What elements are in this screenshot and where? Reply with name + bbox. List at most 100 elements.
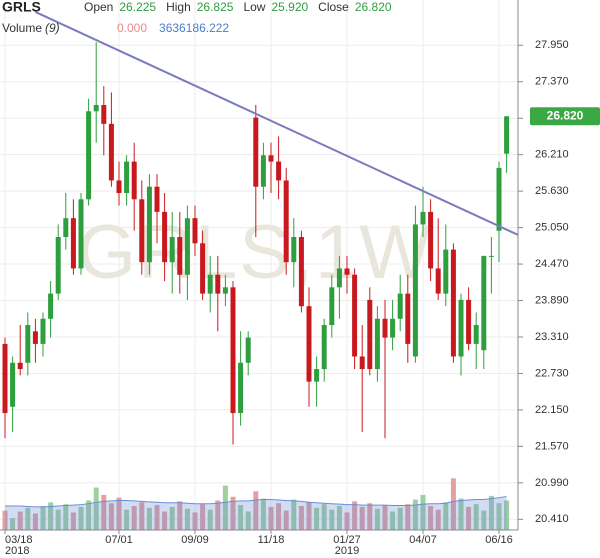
- volume-bar: [192, 512, 198, 530]
- candle-body: [124, 161, 130, 194]
- candle-body: [93, 104, 99, 112]
- candle-body: [245, 337, 251, 363]
- candle-body: [374, 318, 380, 370]
- candle-body: [298, 237, 304, 307]
- volume-bar: [466, 506, 472, 530]
- candle-body: [496, 167, 502, 231]
- candle-body: [207, 274, 213, 294]
- y-tick-label: 20.410: [535, 513, 569, 525]
- candle-body: [230, 287, 236, 414]
- candle-body: [314, 369, 320, 382]
- candle-body: [10, 362, 16, 407]
- candle-body: [116, 180, 122, 194]
- candle-body: [412, 224, 418, 357]
- volume-bar: [504, 500, 510, 530]
- axes: 20.410 20.990 21.570 22.150 22.730 23.310 23.8…: [4, 39, 569, 557]
- volume-bar: [344, 512, 350, 530]
- ohlc-label: Low: [243, 0, 265, 14]
- trendline: [34, 11, 518, 237]
- volume-bar: [268, 506, 274, 530]
- volume-bar: [230, 496, 236, 530]
- volume-bar: [86, 500, 92, 530]
- x-tick-label: 03/18: [5, 534, 33, 546]
- volume-bar: [207, 509, 213, 530]
- candle-body: [78, 199, 84, 269]
- volume-bar: [321, 504, 327, 530]
- volume-bar: [329, 509, 335, 530]
- candle-body: [17, 362, 23, 370]
- candle-body: [352, 274, 358, 357]
- x-tick-label: 06/16: [485, 534, 513, 546]
- candle-body: [473, 325, 479, 344]
- last-price-label: 26.820: [547, 108, 584, 122]
- volume-bar: [17, 511, 23, 530]
- volume-bar: [412, 499, 418, 530]
- volume-bar: [101, 494, 107, 530]
- volume-bar: [428, 506, 434, 530]
- volume-bar: [390, 511, 396, 530]
- candle-body: [55, 237, 61, 294]
- candle-body: [177, 237, 183, 275]
- candle-body: [458, 299, 464, 357]
- x-tick-label: 07/01: [105, 534, 133, 546]
- x-tick-label: 01/27: [333, 534, 361, 546]
- candle-body: [222, 287, 228, 294]
- candle-body: [101, 104, 107, 124]
- volume-bar: [260, 498, 266, 530]
- volume-bar: [458, 498, 464, 530]
- volume-bar: [253, 491, 259, 530]
- candle-body: [443, 249, 449, 294]
- volume-bar: [306, 502, 312, 530]
- volume-bar: [124, 509, 130, 530]
- volume-bar: [78, 506, 84, 530]
- volume-bar: [63, 504, 69, 530]
- volume-bar: [177, 501, 183, 530]
- candle-body: [63, 218, 69, 238]
- year-label: 2019: [335, 545, 359, 557]
- volume-bar: [435, 509, 441, 530]
- year-label: 2018: [5, 545, 29, 557]
- volume-bar: [488, 495, 494, 530]
- y-tick-label: 23.890: [535, 294, 569, 306]
- volume-period: (9): [45, 21, 60, 35]
- candle-body: [25, 325, 31, 363]
- volume-bar: [352, 501, 358, 530]
- ohlc-label: High: [166, 0, 191, 14]
- candle-body: [321, 325, 327, 370]
- volume-bar: [146, 507, 152, 530]
- candle-body: [139, 199, 145, 263]
- volume-bar: [139, 502, 145, 530]
- candle-body: [200, 243, 206, 294]
- volume-bar: [382, 505, 388, 530]
- x-tick-label: 09/09: [181, 534, 209, 546]
- candle-body: [86, 111, 92, 200]
- candle-body: [48, 293, 54, 319]
- ohlc-value: 26.225: [119, 0, 156, 14]
- candle-body: [367, 299, 373, 370]
- volume-bar: [276, 503, 282, 530]
- candle-body: [154, 186, 160, 212]
- volume-bar: [450, 478, 456, 530]
- volume-bar: [420, 494, 426, 530]
- volume-bar: [314, 507, 320, 530]
- volume-bar: [116, 497, 122, 530]
- volume-bar: [55, 509, 61, 530]
- candle-body: [390, 318, 396, 338]
- candle-body: [238, 362, 244, 414]
- y-tick-label: 22.730: [535, 367, 569, 379]
- y-tick-label: 22.150: [535, 404, 569, 416]
- candle-body: [450, 249, 456, 357]
- candle-body: [466, 299, 472, 344]
- y-tick-label: 26.210: [535, 149, 569, 161]
- candle-body: [504, 116, 510, 154]
- volume-bar: [283, 510, 289, 530]
- candle-body: [435, 268, 441, 294]
- candle-body: [291, 237, 297, 263]
- candle-body: [329, 287, 335, 326]
- candle-body: [131, 161, 137, 200]
- volume-bar: [496, 503, 502, 530]
- volume-bar: [336, 506, 342, 530]
- last-price-badge: [530, 107, 600, 126]
- ohlc-value: 25.920: [271, 0, 308, 14]
- candle-body: [268, 155, 274, 162]
